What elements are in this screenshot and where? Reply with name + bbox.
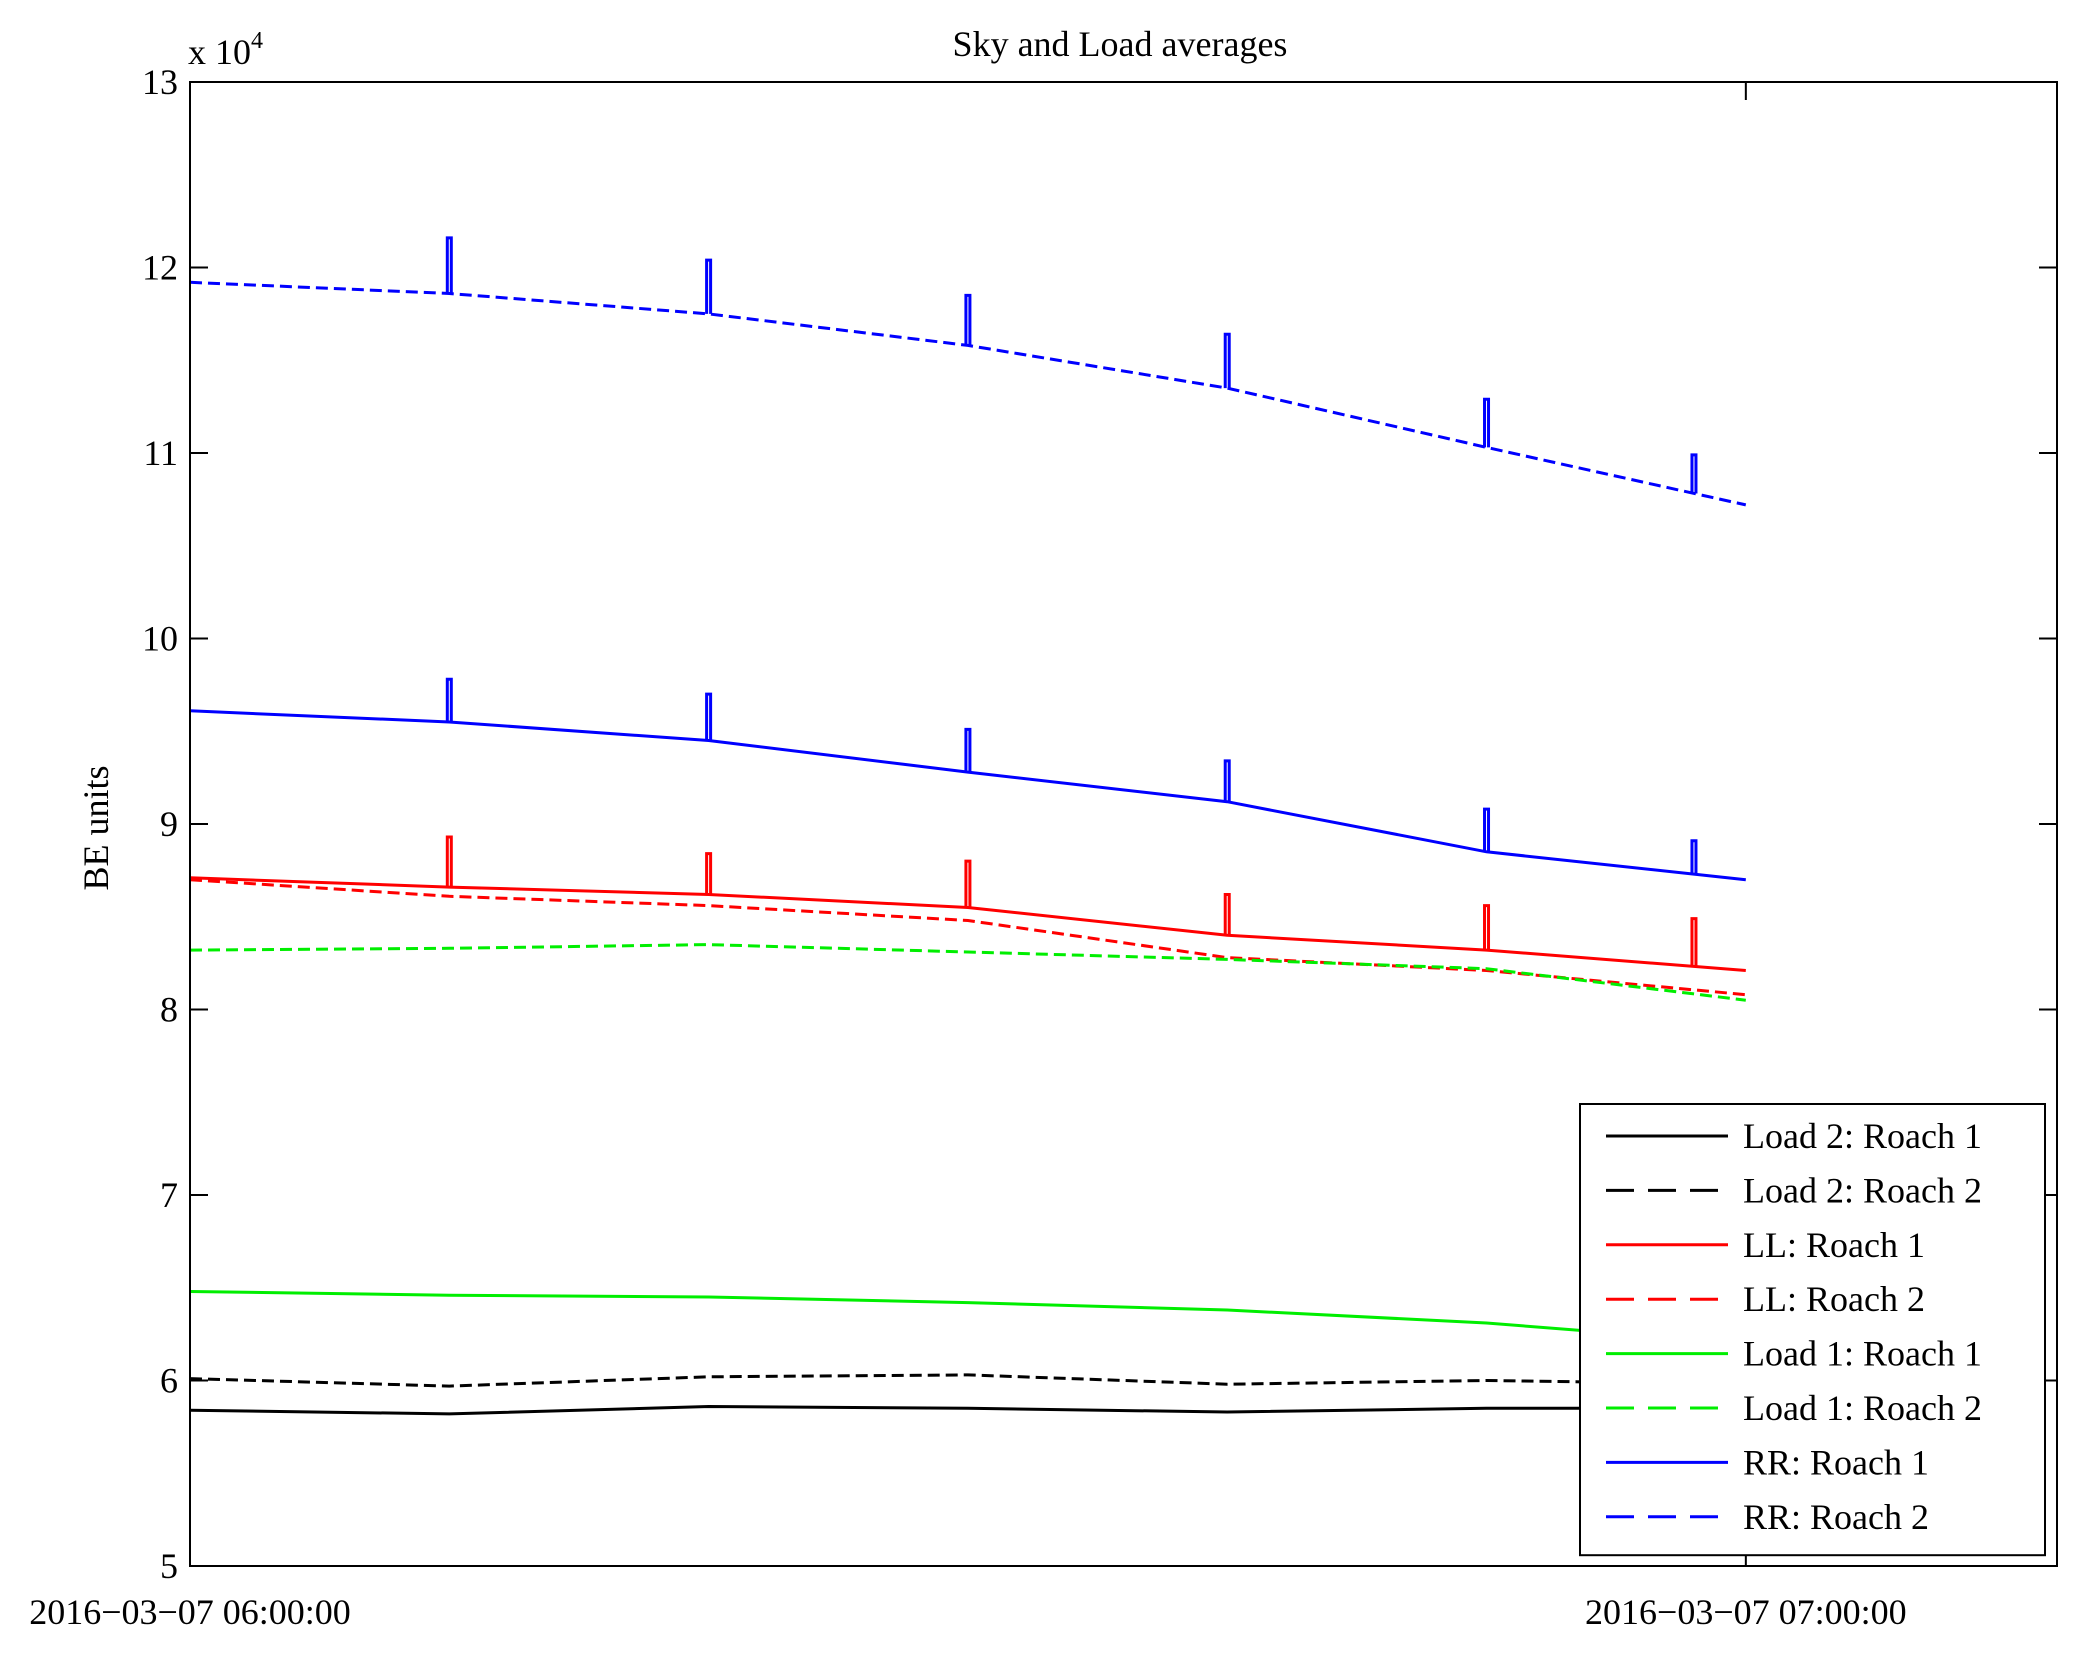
y-tick-label: 9 — [160, 804, 178, 844]
series-line-load-2-roach-2 — [189, 1373, 1746, 1388]
y-tick-label: 7 — [160, 1175, 178, 1215]
series-line-ll-roach-2 — [189, 878, 1746, 997]
series-spike — [705, 852, 713, 895]
legend-entry-label: RR: Roach 1 — [1743, 1442, 1929, 1482]
chart-title: Sky and Load averages — [953, 24, 1288, 64]
series-spike — [1483, 807, 1491, 852]
y-tick-label: 10 — [142, 619, 178, 659]
legend-entry-label: Load 2: Roach 2 — [1743, 1170, 1982, 1210]
y-tick-label: 6 — [160, 1361, 178, 1401]
x-tick-label: 2016−03−07 07:00:00 — [1585, 1592, 1907, 1632]
y-axis-multiplier: x 104 — [188, 28, 263, 72]
y-tick-label: 11 — [143, 433, 178, 473]
y-axis-multiplier-exponent: 4 — [251, 28, 263, 54]
series-spike — [445, 236, 453, 294]
series-spike — [705, 692, 713, 741]
series-layer — [189, 236, 1747, 1416]
series-spike — [1483, 397, 1491, 448]
series-spike — [964, 727, 972, 773]
series-line-load-2-roach-1 — [189, 1404, 1746, 1416]
legend-entry-label: Load 1: Roach 2 — [1743, 1388, 1982, 1428]
series-spike — [1690, 839, 1698, 875]
series-line-load-1-roach-1 — [189, 1290, 1746, 1345]
series-spike — [1223, 892, 1231, 936]
x-tick-label: 2016−03−07 06:00:00 — [29, 1592, 351, 1632]
series-spike — [445, 835, 453, 888]
legend-entry-label: LL: Roach 1 — [1743, 1225, 1925, 1265]
series-spike — [1223, 332, 1231, 389]
series-spike — [1483, 904, 1491, 951]
series-spike — [1690, 453, 1698, 494]
series-line-load-1-roach-2 — [189, 943, 1746, 1002]
y-axis-multiplier-base: x 10 — [188, 32, 251, 72]
legend-entry-label: Load 2: Roach 1 — [1743, 1116, 1982, 1156]
plot-frame — [189, 81, 2058, 1567]
y-axis-label: BE units — [76, 765, 116, 890]
y-tick-label: 5 — [160, 1546, 178, 1586]
series-line-rr-roach-1 — [189, 709, 1746, 882]
series-line-rr-roach-2 — [189, 280, 1747, 507]
legend: Load 2: Roach 1 Load 2: Roach 2 LL: Roach … — [1579, 1103, 2046, 1557]
y-tick-label: 12 — [142, 248, 178, 288]
series-spike — [1690, 917, 1698, 967]
series-spike — [1223, 759, 1231, 802]
legend-entry-label: RR: Roach 2 — [1743, 1497, 1929, 1537]
legend-entry-label: LL: Roach 2 — [1743, 1279, 1925, 1319]
legend-box — [1579, 1103, 2046, 1557]
y-tick-label: 13 — [142, 62, 178, 102]
series-line-ll-roach-1 — [189, 876, 1746, 972]
legend-entry-label: Load 1: Roach 1 — [1743, 1334, 1982, 1374]
ticks-layer: 5 6 7 8 9 10 11 12 13 2016−03−07 06:00:00 2016−03−… — [29, 62, 2057, 1632]
series-spike — [964, 859, 972, 908]
y-tick-label: 8 — [160, 990, 178, 1030]
series-spike — [445, 677, 453, 722]
series-spike — [964, 293, 972, 346]
series-spike — [705, 258, 713, 314]
